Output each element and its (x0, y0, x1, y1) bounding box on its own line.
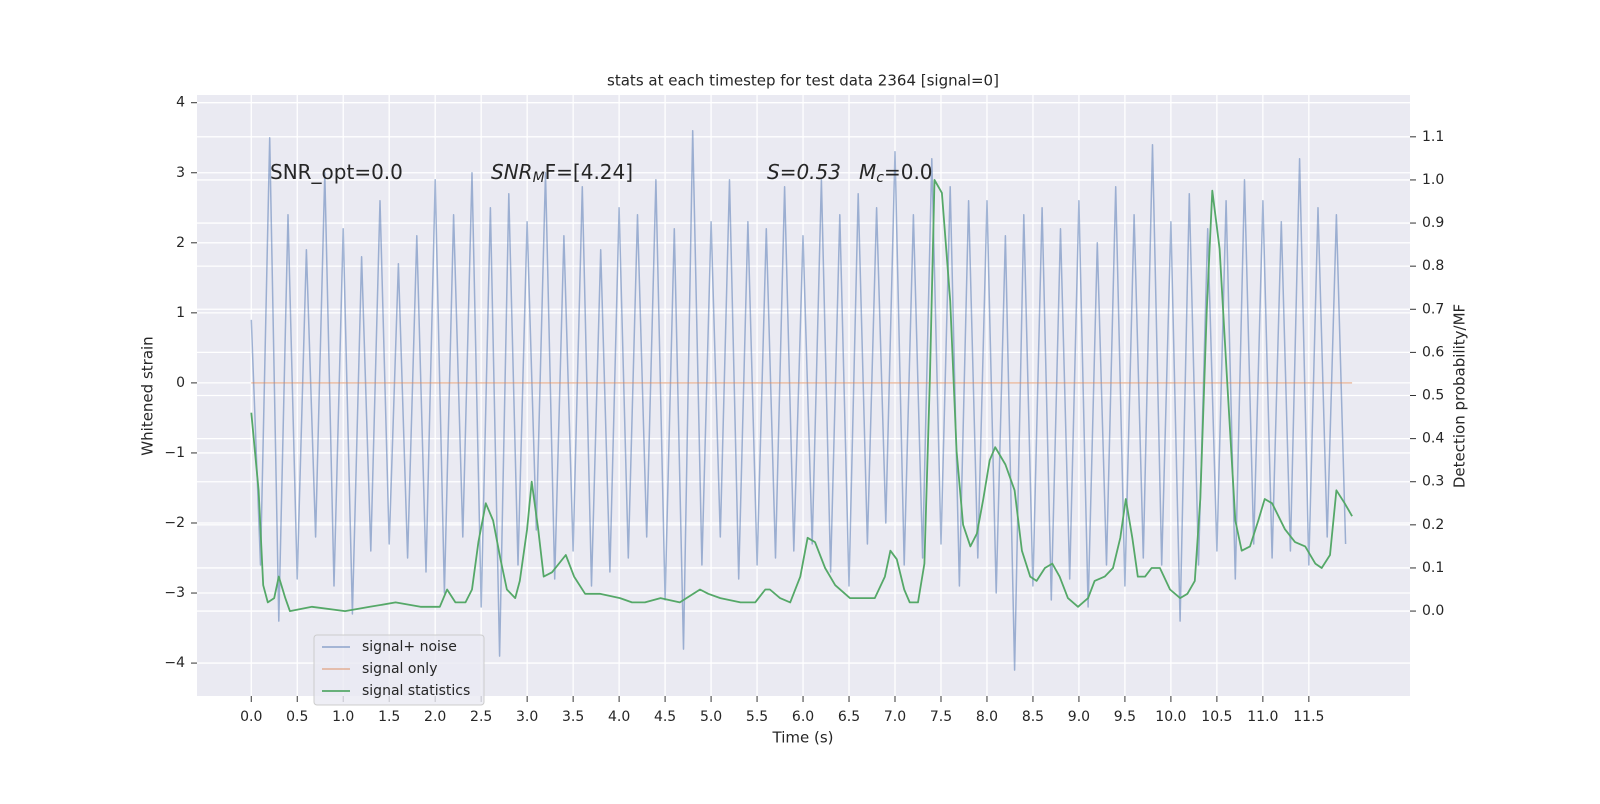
y-tick-label: −4 (164, 655, 185, 671)
y2-tick-label: 0.8 (1422, 258, 1444, 274)
annotation: SNRMF=[4.24] (491, 160, 633, 187)
x-tick-label: 3.0 (516, 709, 538, 725)
y-tick-label: 2 (176, 235, 185, 251)
x-tick-label: 11.5 (1293, 709, 1324, 725)
y2-tick-label: 1.1 (1422, 129, 1444, 145)
x-tick-label: 4.0 (608, 709, 630, 725)
marks (250, 129, 1353, 671)
x-tick-label: 11.0 (1247, 709, 1278, 725)
legend-label: signal only (362, 661, 437, 677)
annotation: Mc=0.0 (859, 160, 933, 187)
x-tick-label: 4.5 (654, 709, 676, 725)
y-tick-label: −3 (164, 585, 185, 601)
x-tick-label: 9.0 (1068, 709, 1090, 725)
series-line (250, 179, 1353, 612)
x-tick-label: 2.5 (470, 709, 492, 725)
x-tick-label: 5.0 (700, 709, 722, 725)
y2-tick-label: 0.4 (1422, 431, 1444, 447)
legend-label: signal+ noise (362, 639, 457, 655)
x-tick-label: 9.5 (1114, 709, 1136, 725)
x-tick-label: 8.0 (976, 709, 998, 725)
x-tick-label: 5.5 (746, 709, 768, 725)
y-tick-label: 4 (176, 95, 185, 111)
legend-box (313, 634, 485, 706)
x-tick-label: 10.0 (1155, 709, 1186, 725)
x-tick-label: 7.0 (884, 709, 906, 725)
x-tick-label: 0.5 (286, 709, 308, 725)
chart-title: stats at each timestep for test data 236… (607, 72, 999, 90)
y-tick-label: 0 (176, 375, 185, 391)
annotation-text: M (859, 160, 876, 184)
x-tick-label: 7.5 (930, 709, 952, 725)
y2-tick-label: 0.2 (1422, 517, 1444, 533)
y-tick-label: −1 (164, 445, 185, 461)
annotation-subscript: c (876, 170, 884, 186)
x-tick-label: 1.0 (332, 709, 354, 725)
y-tick-label: 3 (176, 165, 185, 181)
x-tick-label: 2.0 (424, 709, 446, 725)
x-tick-label: 6.5 (838, 709, 860, 725)
y-tick-label: −2 (164, 515, 185, 531)
x-tick-label: 1.5 (378, 709, 400, 725)
annotation: SNR_opt=0.0 (270, 160, 403, 184)
x-tick-label: 10.5 (1201, 709, 1232, 725)
y-axis-label: Whitened strain (139, 336, 157, 455)
x-tick-label: 0.0 (240, 709, 262, 725)
y-tick-label: 1 (176, 305, 185, 321)
annotation-text: S=0.53 (767, 160, 841, 184)
x-tick-label: 3.5 (562, 709, 584, 725)
annotation: S=0.53 (767, 160, 841, 184)
annotation-tail: =0.0 (884, 160, 933, 184)
annotation-subscript: M (533, 170, 545, 186)
legend-label: signal statistics (362, 683, 470, 699)
y2-tick-label: 0.9 (1422, 215, 1444, 231)
y2-tick-label: 1.0 (1422, 172, 1444, 188)
y2-tick-label: 0.7 (1422, 301, 1444, 317)
annotation-text: SNR_opt=0.0 (270, 160, 403, 184)
series-line (250, 129, 1347, 671)
x-axis-label: Time (s) (772, 729, 834, 747)
y2-tick-label: 0.1 (1422, 560, 1444, 576)
y2-tick-label: 0.3 (1422, 474, 1444, 490)
x-tick-label: 8.5 (1022, 709, 1044, 725)
y2-tick-label: 0.6 (1422, 344, 1444, 360)
x-tick-label: 6.0 (792, 709, 814, 725)
labels: 0.0 0.5 1.0 1.5 2.0 2.5 3.0 3.5 4.0 4.5 5.0 5.5 6.0 6… (164, 95, 1444, 725)
annotation-text: SNR (491, 160, 533, 184)
y2-tick-label: 0.0 (1422, 603, 1444, 619)
y2-tick-label: 0.5 (1422, 388, 1444, 404)
y2-axis-label: Detection probability/MF (1451, 304, 1469, 488)
annotation-tail: F=[4.24] (545, 160, 633, 184)
